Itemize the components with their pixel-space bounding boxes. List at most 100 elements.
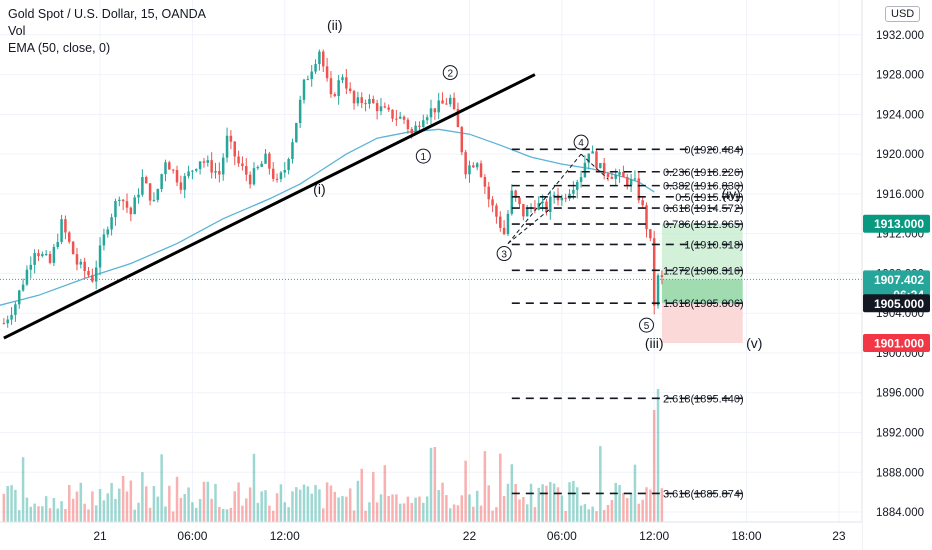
candle-body <box>37 253 40 257</box>
volume-bar <box>406 496 410 522</box>
candle-body <box>387 107 390 110</box>
volume-bar <box>79 482 83 522</box>
fib-extension-levels: 0(1920.484) 0.236(1918.226) 0.382(1916.830… <box>511 144 744 500</box>
candle-body <box>525 207 529 217</box>
candle-body <box>649 229 652 239</box>
chart-legend: Gold Spot / U.S. Dollar, 15, OANDA Vol E… <box>8 6 206 57</box>
candle-body <box>314 64 317 72</box>
candle-body <box>237 156 240 164</box>
volume-bar <box>379 494 383 522</box>
candle-body <box>283 170 287 173</box>
symbol-title[interactable]: Gold Spot / U.S. Dollar, 15, OANDA <box>8 7 206 21</box>
volume-bar <box>14 489 17 522</box>
volume-bar <box>310 493 313 522</box>
candle-body <box>171 169 175 171</box>
volume-indicator-label[interactable]: Vol <box>8 24 26 38</box>
time-tick-label: 06:00 <box>177 529 207 543</box>
volume-bar <box>368 502 371 522</box>
candle-body <box>572 189 575 194</box>
candle-body <box>287 159 290 171</box>
volume-bar <box>83 503 86 522</box>
candle-body <box>48 253 52 263</box>
time-axis: 21 06:00 12:00 22 06:00 12:00 18:00 23 <box>0 521 862 550</box>
candle-body <box>595 151 598 169</box>
candle-body <box>541 201 544 204</box>
volume-bar <box>183 494 186 522</box>
fib-level-label: 1(1910.918) <box>684 239 743 251</box>
price-tag <box>863 214 930 233</box>
volume-bar <box>271 510 275 522</box>
volume-bar <box>637 503 641 522</box>
candle-body <box>214 171 217 173</box>
price-tick-label: 1888.000 <box>876 467 924 479</box>
candle-body <box>121 199 125 202</box>
volume-bar <box>48 508 52 522</box>
volume-bar <box>275 493 279 522</box>
stop-zone[interactable] <box>661 303 743 344</box>
volume-bar <box>71 498 75 522</box>
volume-bar <box>148 507 152 522</box>
price-tick-label: 1896.000 <box>876 388 924 400</box>
wave-circle-label: 5 <box>644 321 650 332</box>
candle-body <box>191 170 194 172</box>
elliott-wave-labels: (i) (ii) (iii) (iv) (v) 1 2 3 4 5 <box>313 17 762 351</box>
volume-bar <box>75 491 79 522</box>
volume-bar <box>152 486 156 522</box>
volume-bar <box>325 482 329 522</box>
volume-bar <box>306 486 310 522</box>
volume-bar <box>106 493 110 522</box>
open-profit-zone <box>661 279 743 304</box>
time-tick-label: 21 <box>93 529 107 543</box>
candle-body <box>260 163 263 167</box>
volume-bar <box>210 498 213 522</box>
candle-body <box>437 100 440 113</box>
volume-bar <box>464 460 467 522</box>
volume-bar <box>552 483 556 522</box>
currency-selector[interactable]: USD <box>885 6 921 22</box>
ema-indicator-label[interactable]: EMA (50, close, 0) <box>8 41 111 55</box>
volume-bar <box>356 480 360 522</box>
volume-bar <box>468 494 471 522</box>
volume-bar <box>314 485 317 522</box>
trendline <box>3 73 536 340</box>
volume-bar <box>541 484 544 522</box>
volume-bar <box>102 500 106 522</box>
candle-body <box>33 253 36 265</box>
candle-body <box>233 141 236 157</box>
volume-bar <box>221 508 225 522</box>
candle-body <box>425 117 429 121</box>
ema-path <box>0 128 655 306</box>
wave-circle-label: 2 <box>447 69 453 80</box>
fib-level-label: 1.618(1905.006) <box>663 298 744 310</box>
volume-bar <box>495 507 498 522</box>
volume-bar <box>595 511 598 522</box>
volume-bar <box>52 498 56 522</box>
candle-body <box>17 290 21 305</box>
candle-body <box>364 103 367 105</box>
volume-bar <box>345 496 348 522</box>
candle-body <box>552 194 556 197</box>
volume-bar <box>91 491 94 522</box>
volume-bar <box>237 482 240 522</box>
volume-bar <box>56 508 59 522</box>
wave-label: (iii) <box>645 335 664 351</box>
candle-body <box>125 201 129 208</box>
price-tag-label: 1901.000 <box>874 337 924 351</box>
candle-body <box>564 197 567 199</box>
volume-bar <box>364 510 367 522</box>
wave-circle-marker <box>415 148 431 164</box>
fib-level-label: 0.382(1916.830) <box>663 181 744 193</box>
volume-bar <box>395 494 398 522</box>
candle-body <box>452 97 456 109</box>
volume-bar <box>41 506 44 522</box>
candle-body <box>102 234 106 246</box>
volume-bar <box>641 499 644 522</box>
volume-bar <box>94 505 98 522</box>
candle-body <box>383 106 387 108</box>
candle-body <box>579 177 583 182</box>
volume-bar <box>398 503 402 522</box>
candle-body <box>206 160 210 163</box>
candle-body <box>491 199 494 206</box>
trendline-path[interactable] <box>3 73 536 340</box>
